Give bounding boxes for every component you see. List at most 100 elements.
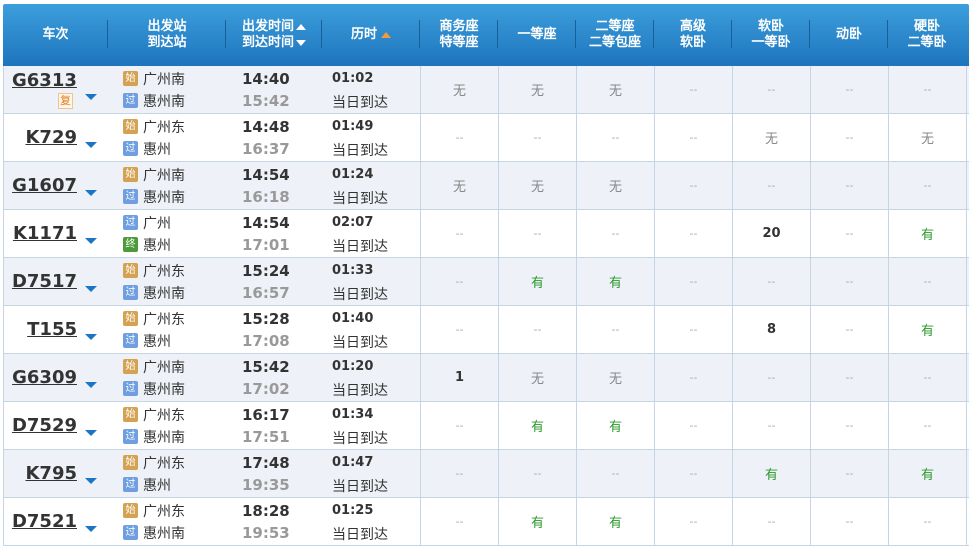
seat-availability[interactable]: --	[455, 467, 464, 480]
seat-availability[interactable]: 无	[452, 84, 466, 99]
seat-availability[interactable]: --	[845, 131, 854, 144]
seat-availability[interactable]: --	[923, 515, 932, 528]
expand-stops-icon[interactable]	[85, 526, 97, 532]
seat-cell[interactable]: --	[421, 258, 499, 305]
expand-stops-icon[interactable]	[85, 142, 97, 148]
seat-cell[interactable]: 有	[889, 306, 967, 353]
seat-cell[interactable]: 有	[499, 498, 577, 545]
seat-availability[interactable]: --	[611, 323, 620, 336]
seat-availability[interactable]: --	[845, 275, 854, 288]
seat-availability[interactable]: 无	[608, 180, 622, 195]
seat-cell[interactable]: --	[577, 114, 655, 161]
seat-availability[interactable]: 无	[608, 84, 622, 99]
seat-availability[interactable]: 无	[452, 180, 466, 195]
seat-availability[interactable]: 无	[530, 372, 544, 387]
train-number-link[interactable]: D7517	[11, 271, 77, 292]
header-duration[interactable]: 历时	[322, 4, 420, 66]
seat-availability[interactable]: --	[767, 371, 776, 384]
seat-availability[interactable]: --	[533, 323, 542, 336]
seat-availability[interactable]: --	[845, 323, 854, 336]
seat-cell[interactable]: --	[421, 114, 499, 161]
train-number-link[interactable]: T155	[27, 319, 77, 340]
seat-availability[interactable]: 8	[766, 322, 777, 337]
seat-cell[interactable]: --	[655, 498, 733, 545]
seat-cell[interactable]: --	[499, 450, 577, 497]
seat-cell[interactable]: --	[889, 498, 967, 545]
seat-cell[interactable]: --	[733, 354, 811, 401]
sort-active-icon[interactable]	[381, 32, 391, 38]
header-dep-label[interactable]: 出发时间	[241, 19, 294, 34]
seat-cell[interactable]: --	[421, 498, 499, 545]
seat-availability[interactable]: --	[533, 227, 542, 240]
seat-cell[interactable]: 1	[421, 354, 499, 401]
seat-cell[interactable]: 有	[889, 450, 967, 497]
seat-cell[interactable]: --	[811, 306, 889, 353]
seat-cell[interactable]: --	[655, 66, 733, 113]
train-number-link[interactable]: K729	[25, 127, 77, 148]
train-number-link[interactable]: D7521	[11, 511, 77, 532]
seat-availability[interactable]: 20	[762, 226, 781, 241]
seat-availability[interactable]: --	[845, 515, 854, 528]
seat-cell[interactable]: --	[811, 354, 889, 401]
seat-cell[interactable]: 无	[421, 66, 499, 113]
seat-cell[interactable]: --	[733, 402, 811, 449]
seat-availability[interactable]: --	[689, 371, 698, 384]
seat-cell[interactable]: --	[499, 306, 577, 353]
seat-cell[interactable]: 8	[733, 306, 811, 353]
seat-cell[interactable]: 有	[577, 258, 655, 305]
sort-down-icon[interactable]	[296, 40, 306, 46]
seat-cell[interactable]: 有	[577, 498, 655, 545]
seat-availability[interactable]: --	[689, 179, 698, 192]
seat-availability[interactable]: 有	[608, 420, 622, 435]
seat-availability[interactable]: --	[689, 83, 698, 96]
seat-availability[interactable]: --	[767, 83, 776, 96]
seat-cell[interactable]: --	[733, 258, 811, 305]
expand-stops-icon[interactable]	[85, 286, 97, 292]
seat-cell[interactable]: --	[889, 258, 967, 305]
seat-cell[interactable]: 无	[499, 354, 577, 401]
seat-availability[interactable]: --	[533, 131, 542, 144]
seat-cell[interactable]: 有	[889, 210, 967, 257]
expand-stops-icon[interactable]	[85, 94, 97, 100]
seat-availability[interactable]: --	[923, 419, 932, 432]
seat-availability[interactable]: --	[767, 275, 776, 288]
seat-availability[interactable]: 有	[608, 276, 622, 291]
seat-cell[interactable]: --	[733, 66, 811, 113]
sort-up-icon[interactable]	[296, 24, 306, 30]
seat-availability[interactable]: 有	[530, 276, 544, 291]
seat-availability[interactable]: --	[689, 467, 698, 480]
expand-stops-icon[interactable]	[85, 478, 97, 484]
seat-cell[interactable]: --	[655, 258, 733, 305]
seat-cell[interactable]: 有	[499, 258, 577, 305]
seat-availability[interactable]: --	[767, 419, 776, 432]
seat-cell[interactable]: --	[655, 306, 733, 353]
seat-availability[interactable]: 1	[454, 370, 465, 385]
seat-availability[interactable]: --	[923, 179, 932, 192]
seat-cell[interactable]: --	[499, 210, 577, 257]
train-number-link[interactable]: G6309	[12, 367, 77, 388]
seat-cell[interactable]: 无	[499, 66, 577, 113]
seat-availability[interactable]: --	[845, 83, 854, 96]
seat-availability[interactable]: --	[923, 83, 932, 96]
seat-cell[interactable]: --	[421, 306, 499, 353]
seat-availability[interactable]: --	[455, 515, 464, 528]
seat-availability[interactable]: 无	[530, 84, 544, 99]
seat-availability[interactable]: 有	[530, 420, 544, 435]
seat-availability[interactable]: --	[611, 227, 620, 240]
header-arr-label[interactable]: 到达时间	[241, 35, 294, 50]
seat-cell[interactable]: 20	[733, 210, 811, 257]
seat-availability[interactable]: --	[533, 467, 542, 480]
header-times[interactable]: 出发时间 到达时间	[226, 4, 322, 66]
seat-availability[interactable]: --	[689, 227, 698, 240]
seat-availability[interactable]: --	[689, 419, 698, 432]
seat-availability[interactable]: --	[689, 323, 698, 336]
seat-availability[interactable]: --	[845, 179, 854, 192]
seat-availability[interactable]: 无	[764, 132, 778, 147]
seat-availability[interactable]: 无	[608, 372, 622, 387]
seat-availability[interactable]: 有	[764, 468, 778, 483]
train-number-link[interactable]: G1607	[12, 175, 77, 196]
seat-availability[interactable]: --	[845, 227, 854, 240]
seat-cell[interactable]: --	[889, 162, 967, 209]
expand-stops-icon[interactable]	[85, 190, 97, 196]
seat-cell[interactable]: --	[655, 402, 733, 449]
